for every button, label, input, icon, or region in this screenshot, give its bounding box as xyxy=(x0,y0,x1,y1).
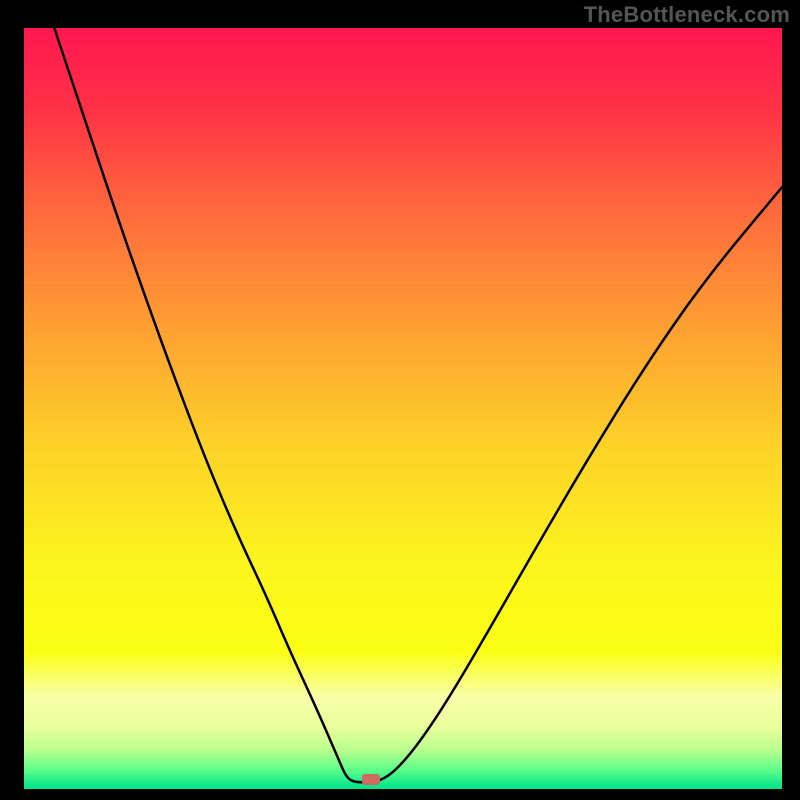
watermark-text: TheBottleneck.com xyxy=(584,2,790,28)
optimum-marker xyxy=(362,774,380,785)
chart-container: TheBottleneck.com xyxy=(0,0,800,800)
bottleneck-curve xyxy=(24,28,782,786)
plot-area xyxy=(24,28,782,786)
